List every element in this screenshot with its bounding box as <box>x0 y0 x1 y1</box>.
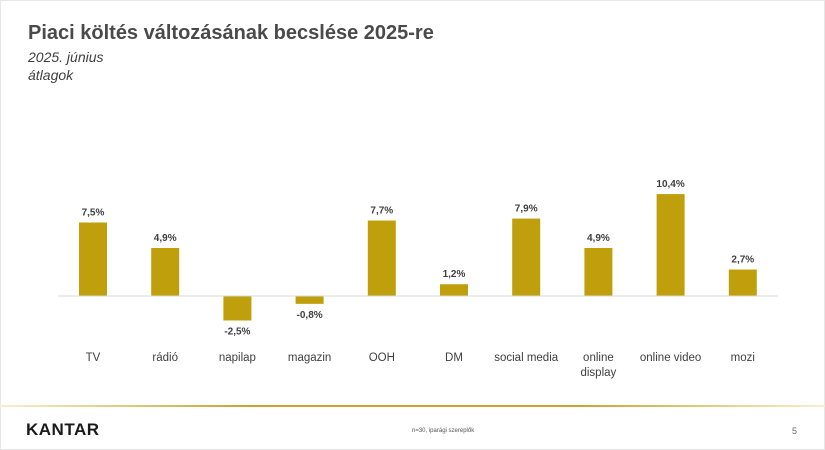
bar-9 <box>728 269 757 296</box>
category-label-4: OOH <box>369 352 395 364</box>
category-label-1: rádió <box>152 352 178 364</box>
category-label-7-line-1: display <box>580 367 616 379</box>
bar-chart: 7,5% 4,9% -2,5% -0,8% 7,7% 1,2% 7,9% 4,9% 10,4% 2… <box>58 179 778 379</box>
bar-4 <box>367 220 396 296</box>
category-label-6: social media <box>494 352 559 364</box>
category-label-9: mozi <box>731 352 755 364</box>
value-label-6: 7,9% <box>515 204 538 215</box>
category-label-2: napilap <box>219 352 256 364</box>
value-label-4: 7,7% <box>370 206 393 217</box>
slide-subtitle-averages: átlagok <box>28 67 74 83</box>
value-label-9: 2,7% <box>731 255 754 266</box>
bar-5 <box>440 284 468 296</box>
page-number: 5 <box>792 426 798 436</box>
bar-8 <box>656 194 685 296</box>
value-label-7: 4,9% <box>587 233 610 244</box>
slide-subtitle-date: 2025. június <box>28 49 104 65</box>
value-label-5: 1,2% <box>443 269 466 280</box>
category-label-3: magazin <box>288 352 331 364</box>
category-label-7-line-0: online <box>583 352 614 364</box>
bar-0 <box>79 222 107 296</box>
footnote: n=30, iparági szereplők <box>412 428 475 434</box>
value-label-2: -2,5% <box>224 327 250 338</box>
value-label-0: 7,5% <box>82 208 105 219</box>
value-label-1: 4,9% <box>154 233 177 244</box>
value-label-8: 10,4% <box>656 179 684 190</box>
category-label-0: TV <box>86 352 101 364</box>
value-label-3: -0,8% <box>297 310 323 321</box>
category-label-5: DM <box>445 352 463 364</box>
slide-title: Piaci költés változásának becslése 2025-… <box>28 22 434 44</box>
bar-7 <box>584 247 613 296</box>
kantar-logo: KANTAR <box>26 420 100 439</box>
bar-3 <box>295 296 324 304</box>
category-label-8: online video <box>640 352 701 364</box>
bar-6 <box>512 218 541 296</box>
footer-divider <box>0 405 825 407</box>
bar-1 <box>151 247 180 296</box>
bar-2 <box>223 296 252 321</box>
